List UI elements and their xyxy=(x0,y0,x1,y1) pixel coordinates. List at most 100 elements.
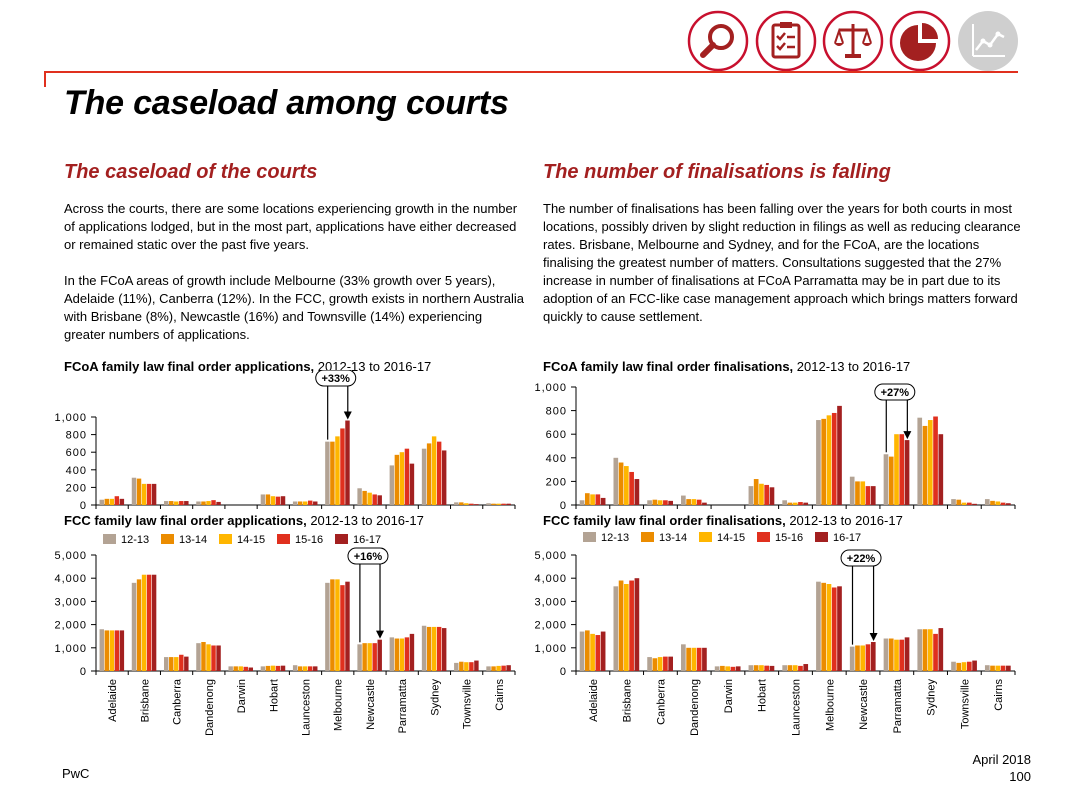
category-label: Newcastle xyxy=(858,679,870,730)
bar xyxy=(506,665,511,671)
bar xyxy=(151,483,157,505)
bar xyxy=(292,501,298,505)
chart-title-fcoa-finalisations: FCoA family law final order finalisation… xyxy=(543,359,910,374)
bar xyxy=(821,582,827,671)
bar xyxy=(584,630,590,671)
footer-date: April 2018 xyxy=(972,752,1031,767)
bar xyxy=(164,501,169,505)
bar xyxy=(624,584,629,671)
clipboard-checklist-icon xyxy=(755,10,817,72)
bar xyxy=(377,639,382,671)
bar xyxy=(146,574,152,671)
annotation-arrow-head xyxy=(869,633,878,641)
legend-label: 13-14 xyxy=(659,532,687,544)
bar xyxy=(496,665,501,671)
bar xyxy=(238,666,243,671)
bar xyxy=(753,665,759,671)
page-title: The caseload among courts xyxy=(64,84,509,122)
bar xyxy=(469,662,474,671)
bar xyxy=(201,501,206,505)
bar xyxy=(663,500,668,505)
bar xyxy=(275,665,281,671)
bar xyxy=(119,630,125,671)
bar xyxy=(308,666,313,671)
y-tick-label: 400 xyxy=(66,465,87,477)
bar xyxy=(855,481,860,505)
bar xyxy=(248,667,254,671)
bar xyxy=(831,412,837,505)
bar xyxy=(169,501,174,505)
bar xyxy=(759,665,764,671)
bar xyxy=(990,665,995,671)
bar xyxy=(860,645,866,671)
y-tick-label: 0 xyxy=(560,500,567,512)
legend-swatch xyxy=(335,534,348,544)
bar xyxy=(961,502,967,505)
bar xyxy=(870,486,876,505)
bar xyxy=(211,645,216,671)
bar xyxy=(681,644,686,671)
bar xyxy=(243,666,248,671)
y-tick-label: 2,000 xyxy=(54,620,87,632)
footer-brand: PwC xyxy=(62,766,90,781)
bar xyxy=(201,642,206,671)
bar xyxy=(855,645,860,671)
y-tick-label: 1,000 xyxy=(534,643,567,655)
bar xyxy=(436,626,442,671)
bar xyxy=(104,498,109,505)
legend-swatch xyxy=(103,534,116,544)
bar xyxy=(657,500,663,505)
category-label: Parramatta xyxy=(892,678,904,733)
right-body: The number of finalisations has been fal… xyxy=(543,200,1028,326)
bar xyxy=(436,441,442,505)
bar xyxy=(595,635,601,671)
bar xyxy=(686,647,691,671)
category-label: Parramatta xyxy=(397,678,409,733)
bar xyxy=(764,484,770,505)
bar xyxy=(308,500,313,505)
bar xyxy=(579,631,585,671)
bar xyxy=(769,487,775,505)
bar xyxy=(1006,503,1011,505)
bar xyxy=(849,476,855,505)
bar xyxy=(454,662,459,671)
chart-title-bold: FCoA family law final order applications… xyxy=(64,359,315,374)
y-tick-label: 800 xyxy=(546,406,567,418)
footer-page-number: 100 xyxy=(1009,769,1031,784)
bar xyxy=(211,500,216,505)
bar xyxy=(995,501,1001,505)
bar xyxy=(652,499,658,505)
bar xyxy=(956,499,962,505)
bar xyxy=(114,630,120,671)
bar xyxy=(1000,665,1006,671)
pie-chart-icon xyxy=(889,10,951,72)
legend-swatch xyxy=(641,532,654,542)
bar xyxy=(501,665,506,671)
y-tick-label: 0 xyxy=(80,666,87,678)
bar xyxy=(961,662,967,671)
category-label: Brisbane xyxy=(139,679,151,722)
y-tick-label: 1,000 xyxy=(54,412,87,424)
bar xyxy=(99,499,104,505)
bar xyxy=(849,646,855,671)
bar xyxy=(174,657,179,671)
bar xyxy=(860,481,866,505)
category-label: Sydney xyxy=(926,679,938,716)
bar xyxy=(1006,665,1011,671)
category-label: Adelaide xyxy=(588,679,600,722)
category-label: Darwin xyxy=(723,679,735,713)
bar xyxy=(302,666,308,671)
bar xyxy=(798,665,803,671)
bar xyxy=(769,665,775,671)
bar xyxy=(367,492,372,505)
bar xyxy=(216,501,221,505)
bar xyxy=(668,656,673,671)
bar xyxy=(870,642,876,671)
bar xyxy=(595,494,601,505)
bar xyxy=(260,494,266,505)
bar xyxy=(725,666,730,671)
bar xyxy=(759,483,764,505)
bar xyxy=(275,496,281,505)
bar xyxy=(984,499,990,505)
bar xyxy=(501,503,506,505)
